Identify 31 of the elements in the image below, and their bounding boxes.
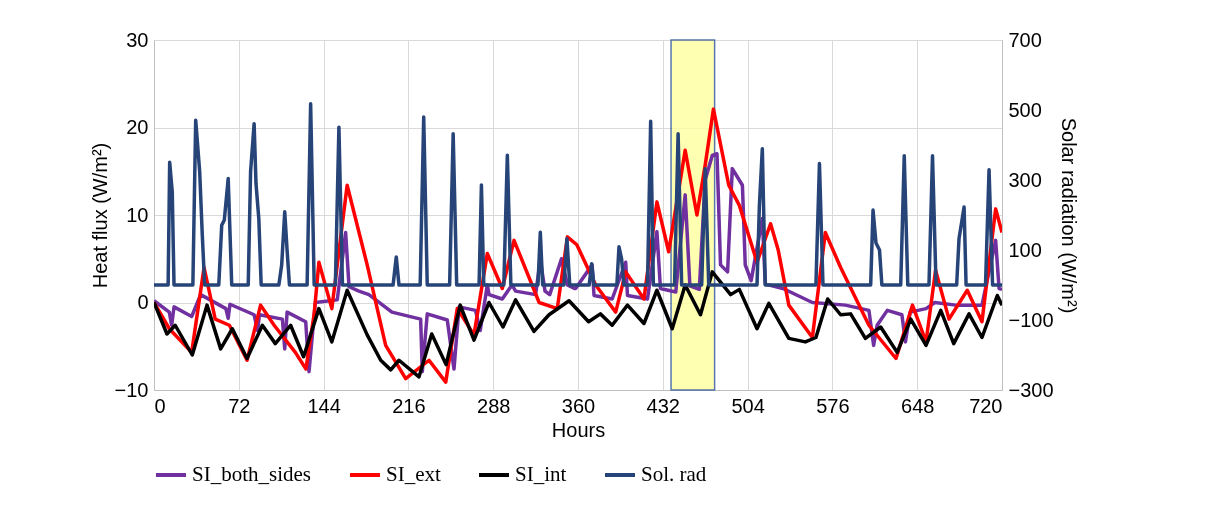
legend-label: Sol. rad <box>641 462 707 486</box>
y2-tick-label: 700 <box>1008 28 1042 51</box>
x-tick-label: 0 <box>154 394 166 417</box>
legend-label: SI_ext <box>386 462 441 486</box>
x-tick-label: 144 <box>307 394 341 417</box>
x-axis-title: Hours <box>551 418 606 441</box>
x-tick-label: 576 <box>816 394 850 417</box>
x-tick-label: 720 <box>969 394 1003 417</box>
y-axis-title: Heat flux (W/m²) <box>88 142 111 289</box>
legend-label: SI_int <box>515 462 567 486</box>
legend-label: SI_both_sides <box>192 462 312 486</box>
y-tick-label: 10 <box>126 203 149 226</box>
y2-axis-title: Solar radiation (W/m²) <box>1057 117 1080 314</box>
x-tick-label: 432 <box>646 394 680 417</box>
line-series <box>154 270 1002 379</box>
y2-tick-label: 300 <box>1008 168 1042 191</box>
y-tick-label: −10 <box>114 378 149 401</box>
x-tick-label: 72 <box>228 394 251 417</box>
y-tick-label: 0 <box>137 291 149 313</box>
x-tick-label: 648 <box>901 394 935 417</box>
y-tick-label: 20 <box>126 116 149 138</box>
y2-tick-label: 500 <box>1008 98 1042 121</box>
y2-tick-label: −300 <box>1008 378 1054 401</box>
x-tick-label: 360 <box>561 394 596 417</box>
line-series <box>154 101 1002 287</box>
x-tick-label: 288 <box>477 394 511 417</box>
x-tick-label: 216 <box>392 394 426 417</box>
x-tick-label: 504 <box>731 394 765 417</box>
y2-tick-label: 100 <box>1008 238 1042 261</box>
y2-tick-label: −100 <box>1008 308 1054 331</box>
y-tick-label: 30 <box>126 28 149 51</box>
